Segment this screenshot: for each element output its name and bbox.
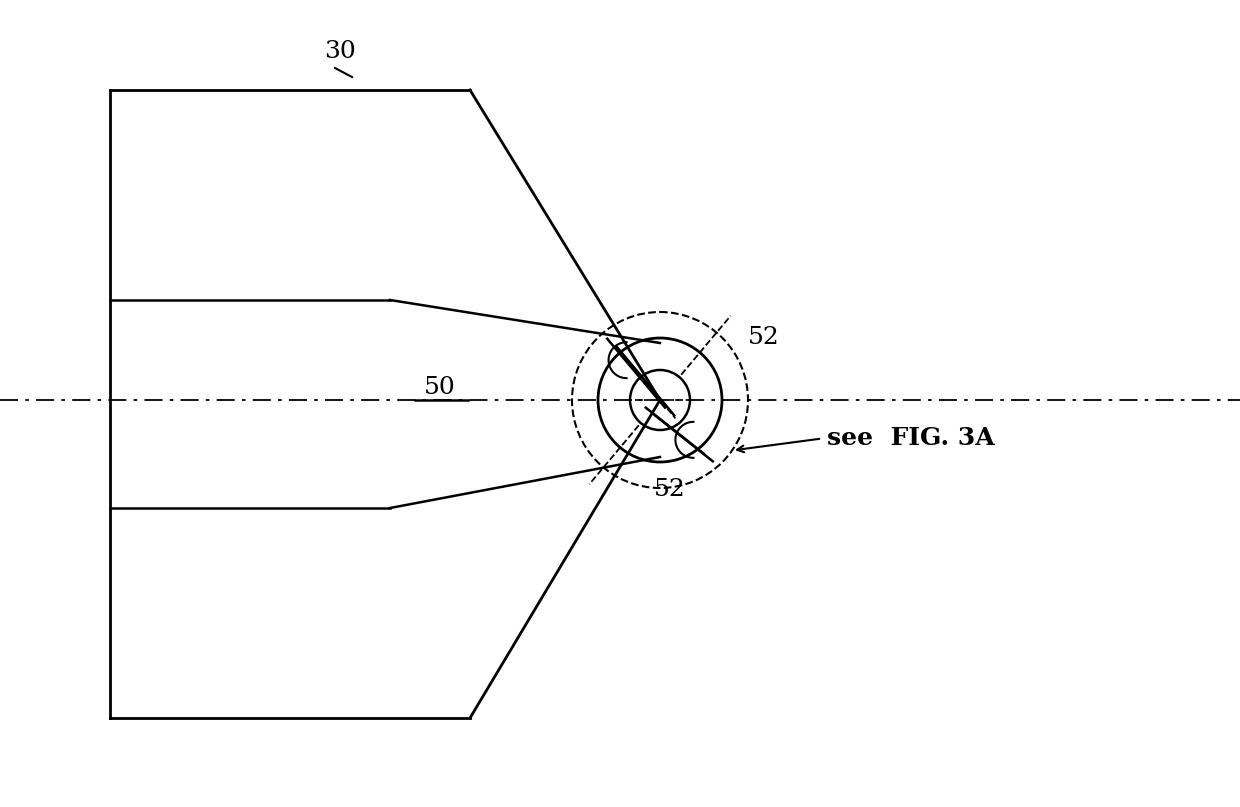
Text: 52: 52 [748, 327, 780, 349]
Text: see  FIG. 3A: see FIG. 3A [827, 426, 994, 450]
Text: 50: 50 [424, 377, 456, 399]
Text: 30: 30 [324, 40, 356, 64]
Text: 52: 52 [655, 479, 686, 501]
